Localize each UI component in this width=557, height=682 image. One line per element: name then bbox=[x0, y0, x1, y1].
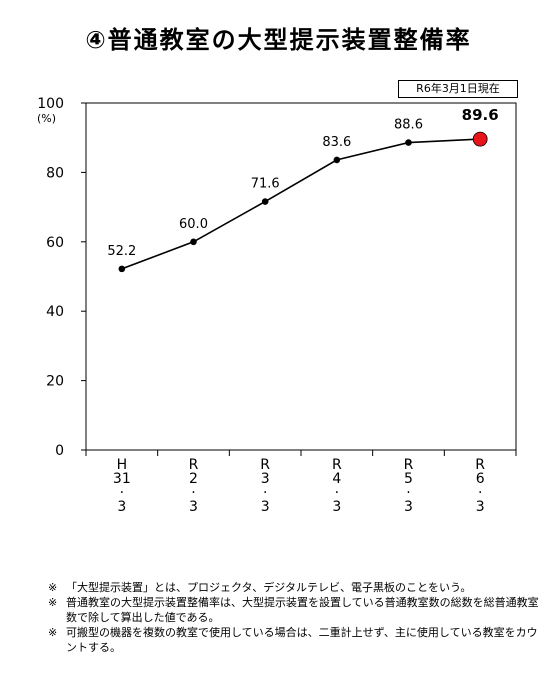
y-tick-label: 0 bbox=[55, 443, 64, 459]
line-chart: 020406080100(%)H31·3R2·3R3·3R4·3R5·3R6·3… bbox=[37, 96, 517, 515]
data-label: 88.6 bbox=[394, 118, 423, 133]
x-tick-label: 3 bbox=[261, 499, 270, 515]
y-tick-label: 20 bbox=[46, 374, 64, 390]
as-of-date-label: R6年3月1日現在 bbox=[398, 80, 518, 98]
footnotes: ※ 「大型提示装置」とは、プロジェクタ、デジタルテレビ、電子黒板のことをいう。 … bbox=[48, 580, 548, 655]
y-axis-unit-label: (%) bbox=[37, 112, 56, 125]
data-point-highlight bbox=[472, 131, 488, 147]
x-tick-label: · bbox=[335, 485, 339, 501]
note-text: 「大型提示装置」とは、プロジェクタ、デジタルテレビ、電子黒板のことをいう。 bbox=[66, 581, 472, 594]
footnote-1: ※ 「大型提示装置」とは、プロジェクタ、デジタルテレビ、電子黒板のことをいう。 bbox=[48, 580, 548, 595]
data-label: 89.6 bbox=[462, 106, 499, 124]
x-tick-label: R bbox=[260, 457, 270, 473]
note-mark: ※ bbox=[48, 596, 58, 609]
x-tick-label: · bbox=[478, 485, 482, 501]
x-tick-label: 3 bbox=[332, 499, 341, 515]
y-tick-label: 100 bbox=[37, 96, 64, 112]
x-tick-label: · bbox=[263, 485, 267, 501]
x-tick-label: · bbox=[406, 485, 410, 501]
x-tick-label: 3 bbox=[404, 499, 413, 515]
y-tick-label: 40 bbox=[46, 304, 64, 320]
x-tick-label: 3 bbox=[117, 499, 126, 515]
x-tick-label: 6 bbox=[476, 471, 485, 487]
data-point bbox=[190, 238, 197, 246]
data-label: 83.6 bbox=[322, 135, 351, 150]
y-tick-label: 80 bbox=[46, 165, 64, 181]
x-tick-label: 2 bbox=[189, 471, 198, 487]
data-label: 60.0 bbox=[179, 217, 208, 232]
data-point bbox=[118, 265, 126, 273]
data-label: 52.2 bbox=[107, 244, 136, 259]
x-tick-label: R bbox=[332, 457, 342, 473]
x-tick-label: 5 bbox=[404, 471, 413, 487]
x-tick-label: 3 bbox=[476, 499, 485, 515]
x-tick-label: · bbox=[120, 485, 124, 501]
data-label: 71.6 bbox=[251, 177, 280, 192]
x-tick-label: H bbox=[117, 457, 128, 473]
plot-area-frame bbox=[85, 102, 517, 451]
footnote-3: ※ 可搬型の機器を複数の教室で使用している場合は、二重計上せず、主に使用している… bbox=[48, 625, 548, 655]
x-tick-label: 3 bbox=[189, 499, 198, 515]
note-mark: ※ bbox=[48, 626, 58, 639]
x-tick-label: · bbox=[191, 485, 195, 501]
data-point bbox=[333, 156, 341, 164]
series-line bbox=[121, 138, 481, 270]
x-tick-label: 31 bbox=[113, 471, 131, 487]
data-point bbox=[405, 139, 412, 146]
note-text: 普通教室の大型提示装置整備率は、大型提示装置を設置している普通教室数の総数を総普… bbox=[66, 596, 539, 624]
note-text: 可搬型の機器を複数の教室で使用している場合は、二重計上せず、主に使用している教室… bbox=[66, 626, 538, 654]
y-tick-label: 60 bbox=[46, 235, 64, 251]
chart-title: ④普通教室の大型提示装置整備率 bbox=[85, 26, 472, 54]
footnote-2: ※ 普通教室の大型提示装置整備率は、大型提示装置を設置している普通教室数の総数を… bbox=[48, 595, 548, 625]
x-tick-label: 4 bbox=[332, 471, 341, 487]
x-tick-label: 3 bbox=[261, 471, 270, 487]
x-tick-label: R bbox=[475, 457, 485, 473]
data-point bbox=[261, 198, 269, 205]
x-tick-label: R bbox=[404, 457, 414, 473]
x-tick-label: R bbox=[189, 457, 199, 473]
note-mark: ※ bbox=[48, 581, 58, 594]
